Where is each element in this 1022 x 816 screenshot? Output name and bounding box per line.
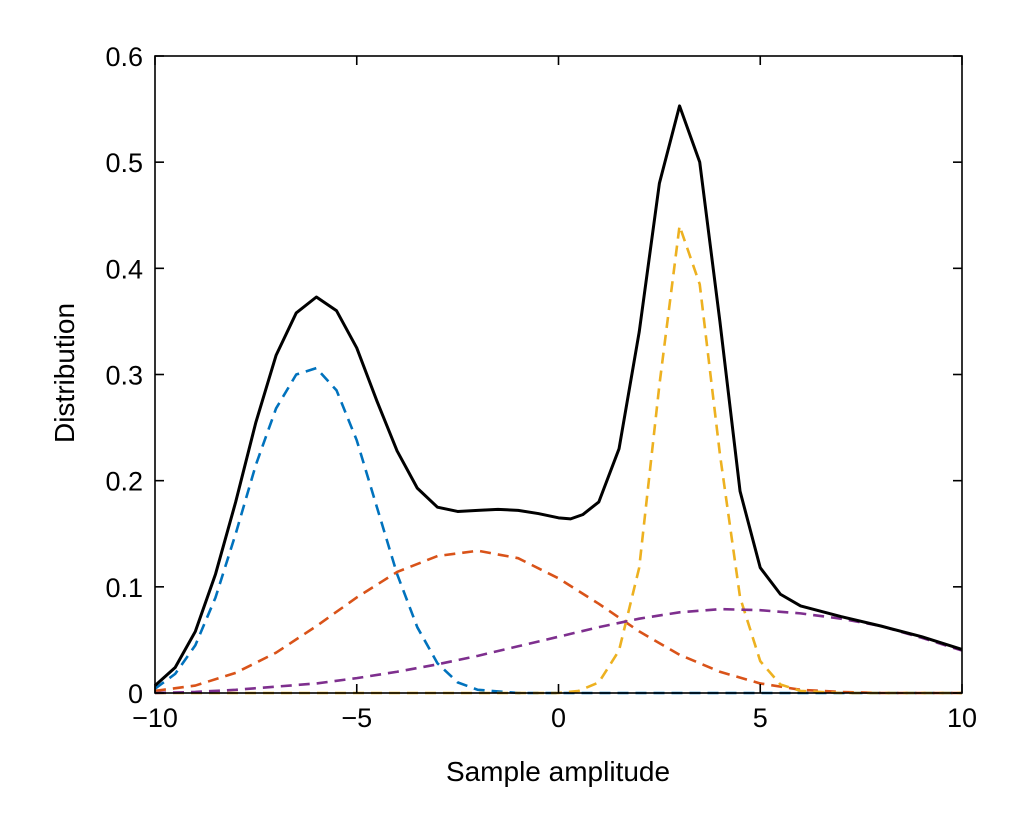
y-tick-label: 0 <box>128 679 143 709</box>
x-tick-label: −5 <box>341 703 372 733</box>
series-line-total <box>153 104 963 687</box>
series-layer <box>153 104 963 695</box>
series-line-2 <box>154 549 962 695</box>
y-tick-label: 0.2 <box>105 467 143 497</box>
axes-box <box>154 55 963 694</box>
y-tick-label: 0.6 <box>105 42 143 72</box>
series-line-3 <box>155 224 962 695</box>
y-axis-label: Distribution <box>49 303 80 443</box>
y-tick-label: 0.5 <box>105 148 143 178</box>
series-line-4 <box>154 607 963 695</box>
y-tick-label: 0.1 <box>105 573 143 603</box>
x-tick-label: 10 <box>947 703 977 733</box>
axes-layer: −10 −5 0 5 10 0 0.1 0.2 0.3 0.4 0.5 0.6 <box>105 42 977 733</box>
y-tick-label: 0.4 <box>105 254 143 284</box>
y-tick-label: 0.3 <box>105 361 143 391</box>
x-tick-label: 5 <box>753 703 768 733</box>
x-tick-label: 0 <box>551 703 566 733</box>
series-line-1 <box>154 366 962 695</box>
x-axis-label: Sample amplitude <box>446 756 670 787</box>
x-tick-label: −10 <box>132 703 178 733</box>
